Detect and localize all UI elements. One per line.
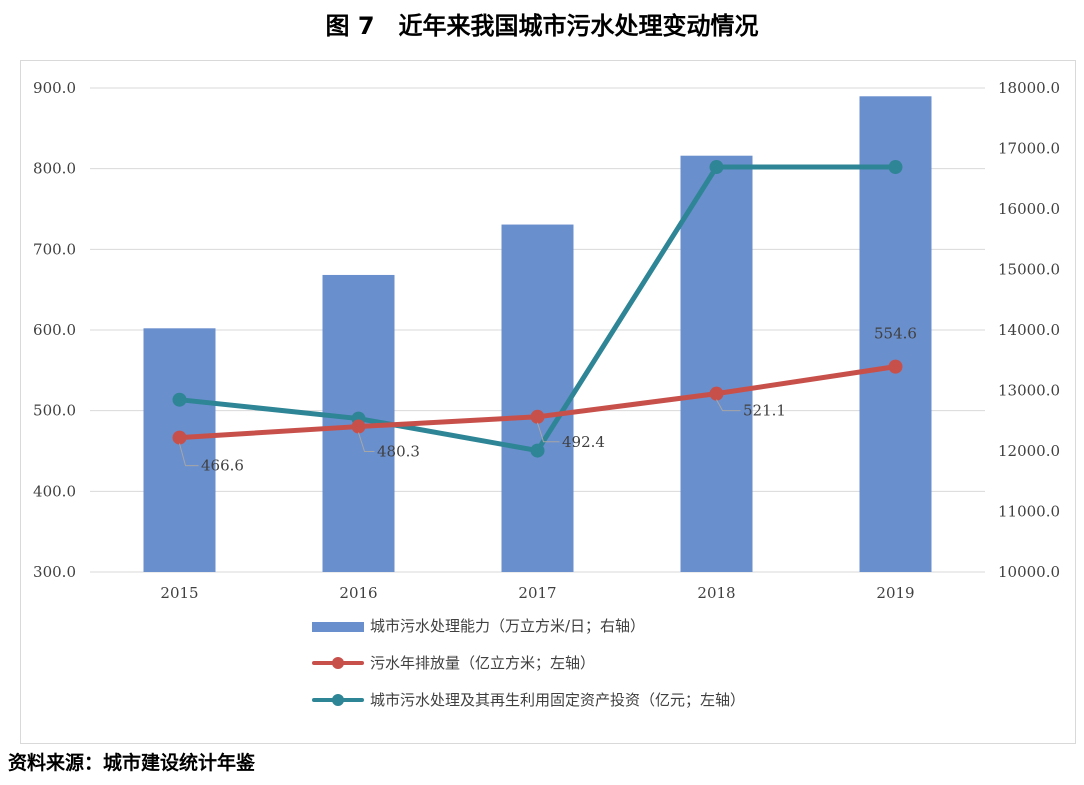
left-axis-tick-label: 700.0 [33,240,76,258]
legend-label: 城市污水处理及其再生利用固定资产投资（亿元；左轴） [370,691,746,709]
right-axis-tick-label: 15000.0 [998,261,1060,279]
chart-title: 图 7 近年来我国城市污水处理变动情况 [325,12,759,40]
x-axis-tick-label: 2019 [876,584,914,602]
right-axis-tick-label: 17000.0 [998,140,1060,158]
right-axis-tick-label: 14000.0 [998,321,1060,339]
x-axis-tick-label: 2016 [339,584,377,602]
right-axis-tick-label: 10000.0 [998,563,1060,581]
data-point [530,443,545,458]
left-axis-tick-label: 600.0 [33,321,76,339]
x-axis-tick-label: 2018 [697,584,735,602]
data-point [709,160,724,175]
left-axis-tick-label: 500.0 [33,402,76,420]
data-point [172,392,187,407]
left-axis-tick-label: 800.0 [33,160,76,178]
data-label-leader [716,399,741,412]
left-axis-tick-label: 300.0 [33,563,76,581]
data-point [172,430,187,445]
data-label: 466.6 [201,457,244,475]
bar [143,328,216,572]
legend-swatch [312,656,364,669]
right-axis-tick-label: 18000.0 [998,79,1060,97]
legend-item: 城市污水处理及其再生利用固定资产投资（亿元；左轴） [312,689,745,710]
right-axis-tick-label: 12000.0 [998,442,1060,460]
data-label-leader [537,422,560,443]
legend-item: 污水年排放量（亿立方米；左轴） [312,652,595,673]
legend-label: 城市污水处理能力（万立方米/日；右轴） [370,617,646,635]
legend-label: 污水年排放量（亿立方米；左轴） [370,654,596,672]
bar [501,224,574,572]
data-label: 492.4 [562,433,605,451]
legend-item: 城市污水处理能力（万立方米/日；右轴） [312,615,645,636]
data-label: 521.1 [743,402,786,420]
source-note: 资料来源：城市建设统计年鉴 [8,752,256,774]
data-label: 480.3 [377,443,420,461]
x-axis-tick-label: 2017 [518,584,556,602]
data-point [888,359,903,374]
data-point [530,409,545,424]
right-axis-tick-label: 11000.0 [998,503,1060,521]
right-axis-tick-label: 13000.0 [998,382,1060,400]
chart-frame [20,60,1076,744]
data-label-leader [358,432,375,453]
data-point [709,386,724,401]
right-axis-tick-label: 16000.0 [998,200,1060,218]
legend-swatch [312,620,364,632]
left-axis-tick-label: 900.0 [33,79,76,97]
data-point [888,160,903,175]
data-label-leader [179,443,199,467]
data-point [351,419,366,434]
x-axis-tick-label: 2015 [160,584,198,602]
bar [859,96,932,572]
left-axis-tick-label: 400.0 [33,482,76,500]
data-label: 554.6 [874,325,917,343]
legend-swatch [312,693,364,706]
bar [680,155,753,572]
